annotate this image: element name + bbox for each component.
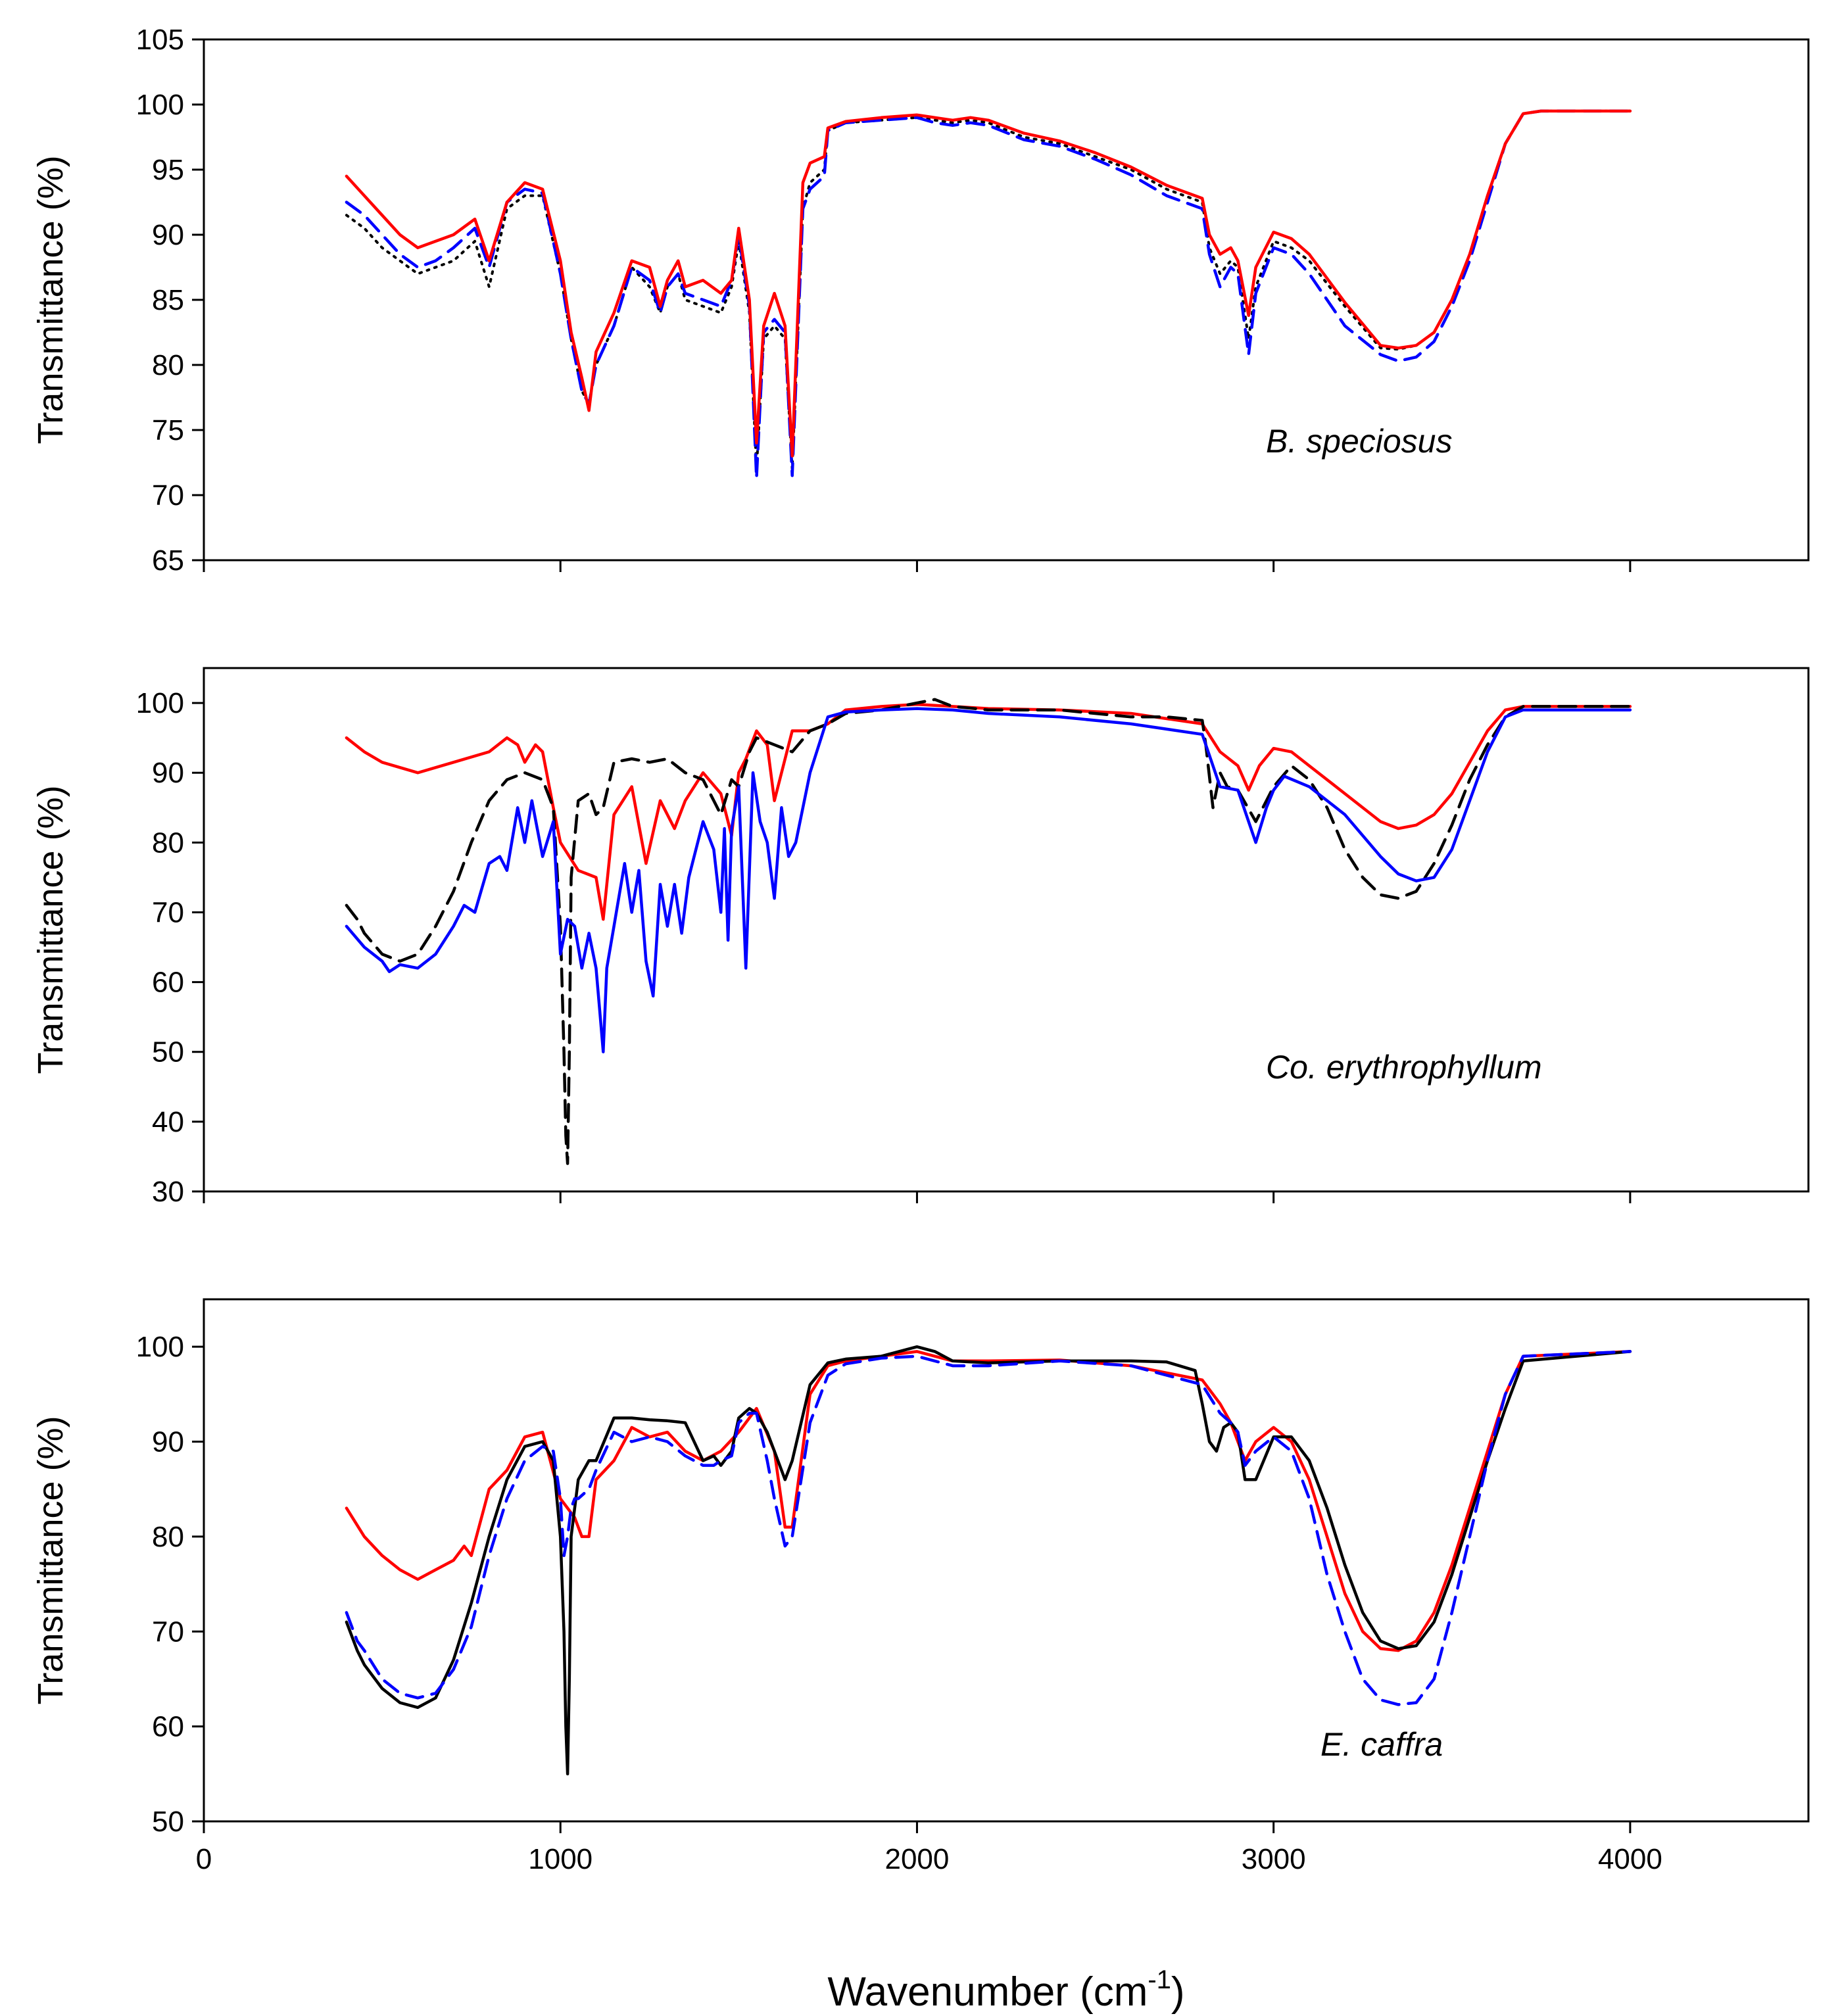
x-tick-label: 2000 bbox=[884, 1843, 949, 1875]
series-line-red-solid bbox=[345, 702, 1632, 921]
x-axis: 0 1000 2000 3000 4000 bbox=[196, 1821, 1662, 1875]
y-tick-label: 95 bbox=[152, 154, 184, 186]
y-tick-label: 80 bbox=[152, 827, 184, 859]
y-tick-label: 80 bbox=[152, 1521, 184, 1553]
y-tick-label: 70 bbox=[152, 896, 184, 928]
y-tick-label: 60 bbox=[152, 967, 184, 999]
species-annotation: B. speciosus bbox=[1266, 423, 1452, 460]
panel-co-erythrophyllum: 30 40 50 60 70 80 90 100 Transmittance (%) Co. … bbox=[31, 667, 1810, 1208]
y-tick-label: 65 bbox=[152, 544, 184, 577]
y-axis: 50 60 70 80 90 100 bbox=[136, 1331, 204, 1838]
species-annotation: Co. erythrophyllum bbox=[1266, 1049, 1542, 1086]
y-tick-label: 40 bbox=[152, 1106, 184, 1138]
x-tick-label: 0 bbox=[196, 1843, 212, 1875]
x-tick-label: 4000 bbox=[1598, 1843, 1662, 1875]
y-tick-label: 70 bbox=[152, 479, 184, 512]
y-tick-label: 100 bbox=[136, 1331, 184, 1363]
y-tick-label: 50 bbox=[152, 1036, 184, 1068]
x-axis-title-close: ) bbox=[1171, 1969, 1185, 2015]
y-axis-title: Transmittance (%) bbox=[31, 785, 70, 1074]
plot-area bbox=[345, 698, 1632, 1165]
plot-area bbox=[345, 109, 1632, 480]
y-tick-label: 100 bbox=[136, 89, 184, 121]
series-line-black-dotted bbox=[345, 109, 1632, 471]
series-line-red-solid bbox=[345, 109, 1632, 458]
y-tick-label: 75 bbox=[152, 414, 184, 446]
series-line-blue-dashed bbox=[345, 109, 1632, 480]
y-tick-label: 30 bbox=[152, 1176, 184, 1208]
series-line-blue-solid bbox=[345, 707, 1632, 1053]
y-tick-label: 85 bbox=[152, 284, 184, 316]
x-axis-title: Wavenumber (cm-1) bbox=[827, 1965, 1184, 2015]
series-line-black-solid bbox=[345, 1345, 1632, 1776]
series-line-blue-dashed bbox=[345, 1350, 1632, 1706]
series-line-black-dashed bbox=[345, 698, 1632, 1165]
series-line-red-solid bbox=[345, 1350, 1632, 1652]
x-tick-label: 3000 bbox=[1242, 1843, 1306, 1875]
x-tick-label: 1000 bbox=[528, 1843, 593, 1875]
x-axis-title-exponent: -1 bbox=[1148, 1965, 1171, 1994]
panel-b-speciosus: 65 70 75 80 85 90 95 100 105 Transmittance (%) B… bbox=[31, 24, 1810, 577]
y-tick-label: 90 bbox=[152, 1426, 184, 1458]
species-annotation: E. caffra bbox=[1320, 1726, 1443, 1763]
plot-frame bbox=[203, 1298, 1810, 1823]
y-tick-label: 90 bbox=[152, 757, 184, 789]
y-axis-title: Transmittance (%) bbox=[31, 155, 70, 444]
y-tick-label: 100 bbox=[136, 687, 184, 719]
y-tick-label: 105 bbox=[136, 24, 184, 56]
y-tick-label: 80 bbox=[152, 349, 184, 381]
plot-area bbox=[345, 1345, 1632, 1776]
y-axis-title: Transmittance (%) bbox=[31, 1416, 70, 1704]
panel-e-caffra: 50 60 70 80 90 100 0 1000 2000 3000 4000 Transmit… bbox=[31, 1298, 1810, 1875]
y-tick-label: 70 bbox=[152, 1616, 184, 1648]
y-axis: 30 40 50 60 70 80 90 100 bbox=[136, 687, 1632, 1208]
y-axis: 65 70 75 80 85 90 95 100 105 bbox=[136, 24, 1632, 577]
y-tick-label: 60 bbox=[152, 1711, 184, 1743]
x-axis-title-text: Wavenumber (cm bbox=[827, 1969, 1148, 2015]
y-tick-label: 90 bbox=[152, 219, 184, 251]
y-tick-label: 50 bbox=[152, 1806, 184, 1838]
plot-frame bbox=[203, 667, 1810, 1193]
plot-frame bbox=[203, 38, 1810, 562]
